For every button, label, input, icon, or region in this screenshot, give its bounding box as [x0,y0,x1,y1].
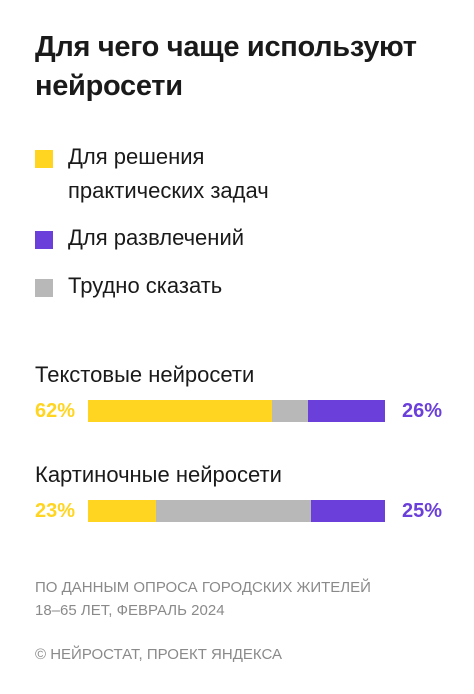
data-label-practical: 62% [35,400,76,422]
stacked-bar [88,400,385,422]
footnote-text: ПО ДАННЫМ ОПРОСА ГОРОДСКИХ ЖИТЕЛЕЙ 18–65… [35,579,371,619]
credit-text: © НЕЙРОСТАТ, ПРОЕКТ ЯНДЕКСА [35,646,282,663]
legend-label-entertainment: Для развлечений [68,225,245,250]
bar-segment-entertainment [310,500,385,522]
bar-segment-practical [88,500,157,522]
data-label-entertainment: 25% [401,500,442,522]
category-label: Картиночные нейросети [35,462,282,487]
legend-swatch-practical [35,150,53,168]
legend-swatch-entertainment [35,231,53,249]
data-label-practical: 23% [35,500,76,522]
category-label: Текстовые нейросети [35,362,255,387]
stacked-bar [88,500,385,522]
bar-row: 23% 25% [35,498,455,524]
chart-title: Для чего чаще используют нейросети [35,31,417,102]
footnote: ПО ДАННЫМ ОПРОСА ГОРОДСКИХ ЖИТЕЛЕЙ 18–65… [35,576,455,622]
bar-segment-practical [88,400,273,422]
bar-segment-unsure [156,500,311,522]
bar-segment-entertainment [307,400,385,422]
data-label-entertainment: 26% [401,400,442,422]
bar-segment-unsure [272,400,308,422]
credit: © НЕЙРОСТАТ, ПРОЕКТ ЯНДЕКСА [35,643,455,666]
legend-label-unsure: Трудно сказать [68,273,223,298]
bar-row: 62% 26% [35,398,455,424]
legend-swatch-unsure [35,279,53,297]
legend-label-practical: Для решения практических задач [68,144,269,203]
